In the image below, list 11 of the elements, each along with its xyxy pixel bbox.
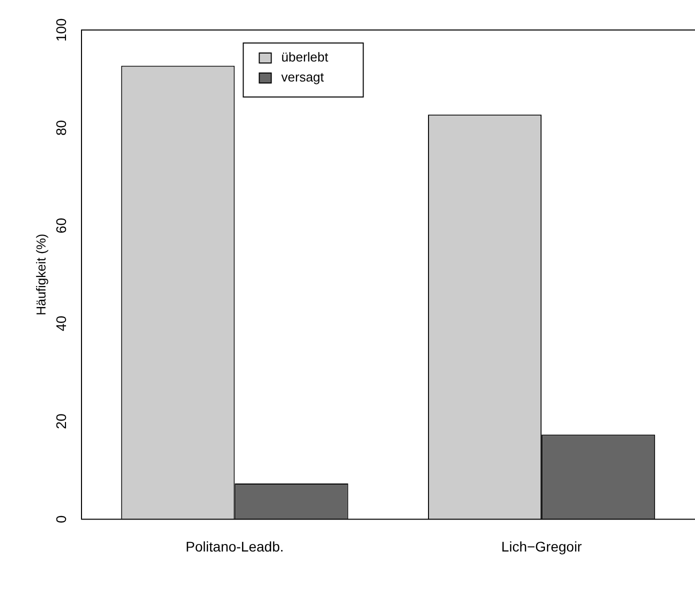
x-tick-label: Lich−Gregoir <box>501 538 582 554</box>
y-tick-label: 100 <box>53 18 70 42</box>
legend-label: versagt <box>281 70 324 85</box>
y-tick-label: 0 <box>53 515 70 524</box>
y-axis-title: Häufigkeit (%) <box>33 234 48 316</box>
y-tick-label: 20 <box>53 413 70 430</box>
y-tick-label: 40 <box>53 316 70 332</box>
y-tick-label: 80 <box>53 120 70 136</box>
x-tick-label: Politano-Leadb. <box>186 538 284 554</box>
legend-label: überlebt <box>281 50 329 65</box>
y-tick-label: 60 <box>53 218 70 234</box>
